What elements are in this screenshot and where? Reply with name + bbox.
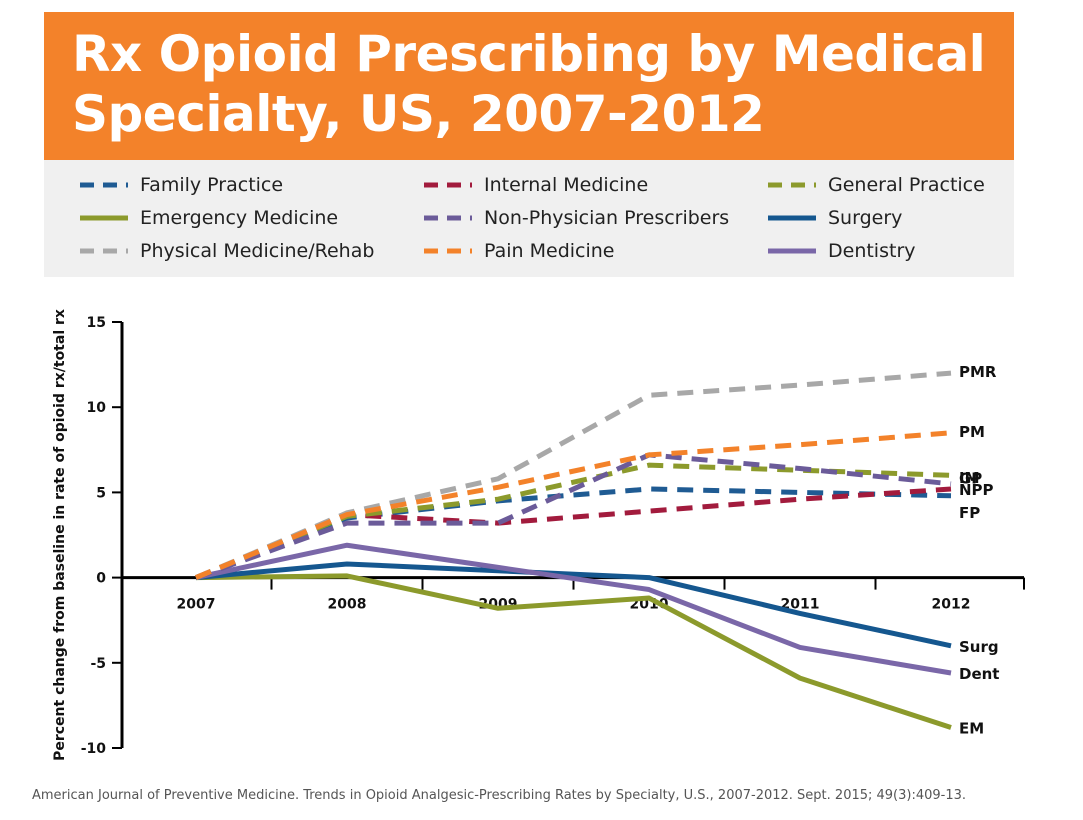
- legend-label: Non-Physician Prescribers: [484, 207, 730, 229]
- legend-item: Emergency Medicine: [80, 205, 338, 231]
- legend-swatch: [424, 215, 472, 221]
- series-line: [195, 370, 952, 580]
- series-line: [195, 573, 952, 730]
- legend-swatch: [80, 182, 128, 188]
- legend-item: Surgery: [768, 205, 902, 231]
- legend-item: Non-Physician Prescribers: [424, 205, 729, 231]
- legend-label: General Practice: [828, 174, 985, 196]
- legend-label: Pain Medicine: [484, 240, 615, 262]
- legend-label: Surgery: [828, 207, 903, 229]
- series-line: [195, 486, 952, 580]
- legend-swatch: [80, 215, 128, 221]
- y-tick-label: 15: [87, 315, 106, 331]
- series-line: [195, 542, 952, 676]
- y-tick-label: 10: [87, 400, 107, 416]
- series-end-label: GP: [959, 469, 982, 487]
- legend-swatch: [768, 182, 816, 188]
- legend-item: Pain Medicine: [424, 238, 615, 264]
- y-tick-label: 5: [96, 485, 106, 501]
- x-tick-label: 2012: [932, 597, 971, 613]
- legend-swatch: [768, 215, 816, 221]
- legend-label: Internal Medicine: [484, 174, 649, 196]
- source-citation: American Journal of Preventive Medicine.…: [32, 788, 967, 803]
- y-tick-label: -5: [90, 656, 106, 672]
- legend-swatch: [424, 182, 472, 188]
- series-end-label: NPP: [959, 481, 994, 499]
- legend-item: Family Practice: [80, 172, 283, 198]
- legend-swatch: [768, 248, 816, 254]
- series-line: [195, 462, 952, 580]
- legend-item: Physical Medicine/Rehab: [80, 238, 374, 264]
- legend-label: Dentistry: [828, 240, 916, 262]
- y-tick-label: -10: [81, 741, 107, 757]
- title-banner: Rx Opioid Prescribing by Medical Special…: [44, 12, 1014, 160]
- series-end-label: PMR: [959, 363, 997, 381]
- series-end-label: IM: [959, 469, 980, 487]
- legend-label: Family Practice: [140, 174, 284, 196]
- series-end-label: EM: [959, 720, 984, 738]
- legend-item: General Practice: [768, 172, 985, 198]
- x-tick-label: 2007: [177, 597, 216, 613]
- y-tick-label: 0: [96, 571, 106, 587]
- series-line: [195, 452, 952, 580]
- legend-label: Physical Medicine/Rehab: [140, 240, 375, 262]
- series-line: [195, 430, 952, 580]
- legend-swatch: [80, 248, 128, 254]
- series-line: [195, 486, 952, 580]
- legend-item: Internal Medicine: [424, 172, 648, 198]
- series-end-label: FP: [959, 504, 980, 522]
- legend-item: Dentistry: [768, 238, 916, 264]
- chart-title: Rx Opioid Prescribing by Medical Special…: [72, 25, 986, 143]
- legend-swatch: [424, 248, 472, 254]
- legend: Family Practice Internal Medicine General …: [44, 160, 1014, 277]
- series-line: [195, 561, 952, 649]
- series-end-label: Dent: [959, 665, 999, 683]
- x-tick-label: 2008: [328, 597, 367, 613]
- legend-label: Emergency Medicine: [140, 207, 339, 229]
- series-end-label: PM: [959, 423, 985, 441]
- series-end-label: Surg: [959, 638, 999, 656]
- y-axis-label: Percent change from baseline in rate of …: [52, 309, 68, 761]
